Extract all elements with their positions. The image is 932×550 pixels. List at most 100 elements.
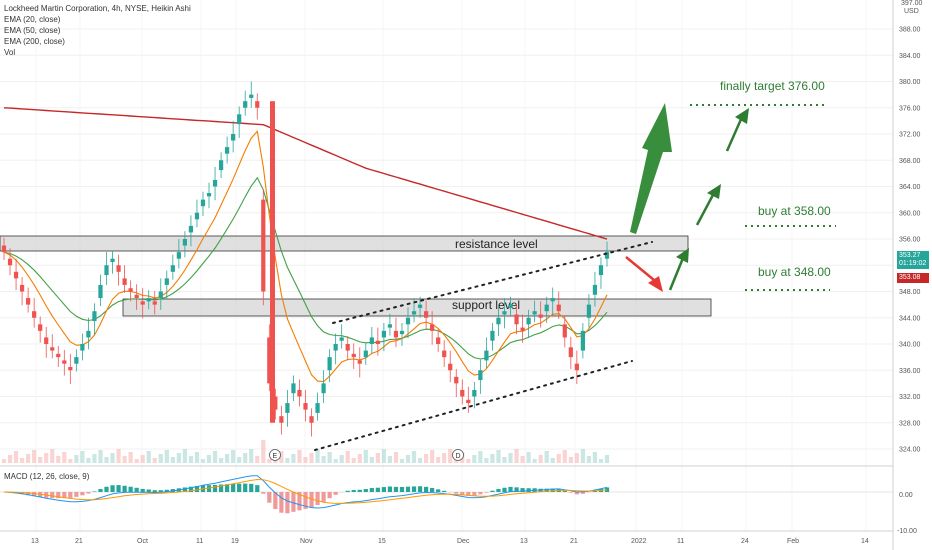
macd-histogram-bar bbox=[423, 486, 429, 492]
earnings-marker[interactable]: E bbox=[269, 449, 281, 461]
volume-bar bbox=[345, 451, 350, 463]
time-tick-label: 14 bbox=[861, 538, 869, 545]
red-down-arrow-icon bbox=[625, 256, 663, 292]
volume-bar bbox=[182, 449, 188, 463]
candle-body bbox=[44, 337, 49, 344]
candle-body bbox=[128, 288, 133, 292]
macd-histogram-bar bbox=[26, 492, 31, 496]
macd-histogram-bar bbox=[478, 492, 483, 495]
macd-histogram-bar bbox=[472, 492, 477, 496]
volume-bar bbox=[267, 459, 272, 463]
macd-histogram-bar bbox=[122, 485, 127, 492]
price-axis[interactable]: 388.00 384.00 380.00 376.00 372.00 368.00 364.… bbox=[899, 27, 921, 454]
candle-body bbox=[176, 252, 181, 259]
candle-body bbox=[598, 265, 604, 276]
volume-bar bbox=[598, 459, 604, 463]
volume-bar bbox=[206, 455, 212, 463]
upper-channel-line bbox=[332, 241, 653, 324]
volume-bar bbox=[520, 456, 525, 463]
macd-line bbox=[3, 475, 608, 509]
macd-histogram-bar bbox=[580, 492, 585, 494]
lower-channel-line bbox=[314, 360, 633, 451]
volume-bar bbox=[200, 459, 206, 463]
ema50-legend: EMA (50, close) bbox=[4, 26, 61, 35]
time-tick-label: 13 bbox=[520, 538, 528, 545]
candle-body bbox=[532, 311, 537, 315]
volume-bar bbox=[381, 449, 387, 463]
macd-histogram-bar bbox=[442, 490, 447, 492]
ema-price-badge: 353.08 bbox=[897, 273, 929, 283]
candle-body bbox=[261, 199, 266, 292]
volume-bar bbox=[538, 455, 543, 463]
time-tick-label: 15 bbox=[378, 538, 386, 545]
volume-bar bbox=[478, 451, 483, 463]
candle-body bbox=[442, 350, 447, 358]
price-tick-label: 340.00 bbox=[899, 342, 921, 349]
macd-histogram-bar bbox=[152, 490, 157, 492]
macd-histogram-bar bbox=[417, 486, 423, 492]
dividend-marker[interactable]: D bbox=[452, 449, 464, 461]
macd-histogram-bar bbox=[291, 492, 296, 512]
volume-bar bbox=[466, 459, 471, 463]
time-tick-label: Dec bbox=[457, 538, 470, 545]
macd-histogram-bar bbox=[333, 492, 338, 495]
macd-histogram-bar bbox=[237, 483, 242, 492]
volume-bar bbox=[442, 453, 447, 463]
volume-bar bbox=[375, 453, 380, 463]
candle-body bbox=[574, 363, 579, 371]
time-axis[interactable]: 13 21 Oct 11 19 Nov 15 Dec 13 21 2022 11 24 Feb 14 bbox=[31, 538, 869, 545]
volume-bar bbox=[490, 454, 495, 463]
candle-body bbox=[206, 193, 212, 197]
price-tick-label: 372.00 bbox=[899, 132, 921, 139]
macd-histogram-bar bbox=[86, 492, 91, 494]
volume-bar bbox=[297, 450, 302, 463]
macd-histogram-bar bbox=[267, 492, 272, 503]
volume-bar bbox=[321, 456, 326, 463]
volume-bar bbox=[255, 456, 260, 463]
macd-histogram-bar bbox=[574, 492, 579, 495]
macd-panel bbox=[0, 475, 893, 514]
volume-bar bbox=[44, 453, 49, 463]
volume-bar bbox=[448, 449, 453, 463]
time-tick-label: 2022 bbox=[631, 538, 647, 545]
macd-legend: MACD (12, 26, close, 9) bbox=[4, 472, 90, 481]
svg-text:E: E bbox=[273, 453, 278, 460]
bar-countdown: 01:19:02 bbox=[899, 260, 927, 267]
volume-bar bbox=[218, 458, 224, 463]
macd-histogram-bar bbox=[568, 492, 573, 493]
price-tick-label: 328.00 bbox=[899, 420, 921, 427]
candle-body bbox=[255, 101, 260, 108]
macd-histogram-bar bbox=[194, 486, 200, 492]
candle-body bbox=[345, 344, 350, 351]
candle-body bbox=[182, 239, 188, 246]
macd-histogram-bar bbox=[146, 489, 151, 492]
volume-bar bbox=[430, 450, 435, 463]
macd-histogram-bar bbox=[110, 485, 115, 492]
volume-bar bbox=[327, 452, 332, 463]
candle-body bbox=[387, 324, 393, 328]
candle-body bbox=[98, 284, 103, 299]
macd-histogram-bar bbox=[351, 490, 356, 492]
volume-bars bbox=[1, 440, 610, 463]
price-tick-label: 332.00 bbox=[899, 394, 921, 401]
candle-body bbox=[586, 304, 592, 318]
macd-histogram-bar bbox=[164, 489, 169, 492]
time-tick-label: 21 bbox=[75, 538, 83, 545]
volume-bar bbox=[363, 450, 368, 463]
candle-body bbox=[200, 199, 206, 207]
candle-body bbox=[134, 294, 139, 299]
ema20-line bbox=[3, 130, 608, 383]
volume-bar bbox=[152, 458, 157, 463]
volume-bar bbox=[423, 454, 429, 463]
macd-histogram-bar bbox=[321, 492, 326, 502]
volume-bar bbox=[80, 451, 85, 463]
macd-histogram-bar bbox=[249, 483, 254, 492]
svg-text:D: D bbox=[456, 453, 461, 460]
candlestick-series bbox=[1, 81, 610, 437]
volume-bar bbox=[50, 449, 55, 463]
candle-body bbox=[68, 366, 73, 371]
candle-body bbox=[32, 311, 37, 318]
volume-bar bbox=[303, 457, 308, 463]
volume-bar bbox=[26, 454, 31, 463]
